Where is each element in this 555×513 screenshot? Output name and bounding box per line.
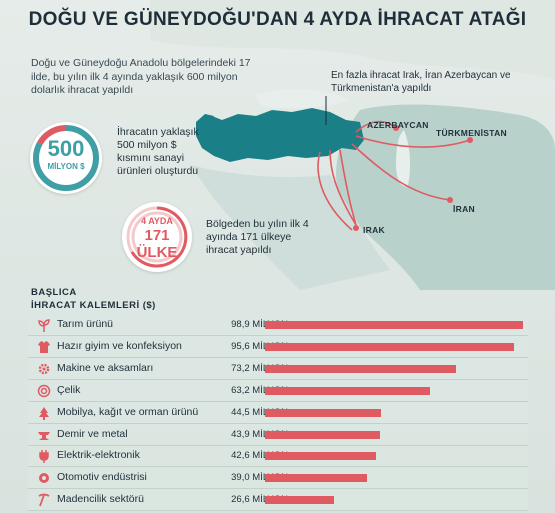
value-label: 95,6 MİLYON [231, 340, 288, 352]
turkey-thrace [196, 114, 214, 124]
row-divider [28, 466, 528, 468]
shirt-icon [37, 340, 51, 354]
badge-171: 4 AYDA 171 ÜLKE [122, 202, 192, 272]
category-label: Demir ve metal [57, 427, 128, 440]
arrow-dots [353, 125, 473, 231]
caspian-sea [396, 130, 411, 187]
badge-171-text: Bölgeden bu yılın ilk 4 ayında 171 ülkey… [206, 218, 309, 256]
gear-icon [37, 362, 51, 376]
chart-row: Madencilik sektörü 26,6 MİLYON [28, 489, 528, 512]
label-turkmenistan: TÜRKMENİSTAN [436, 128, 507, 138]
row-divider [28, 510, 528, 512]
anvil-icon [37, 428, 51, 442]
dot-turkmenistan [467, 137, 473, 143]
label-azerbaycan: AZERBAYCAN [367, 120, 429, 130]
category-label: Madencilik sektörü [57, 493, 144, 506]
dot-azerbaycan [393, 125, 399, 131]
dot-iran [447, 197, 453, 203]
page-title: DOĞU VE GÜNEYDOĞU'DAN 4 AYDA İHRACAT ATA… [28, 9, 527, 30]
car-gear-icon [37, 471, 51, 485]
category-label: Tarım ürünü [57, 318, 114, 330]
pickaxe-icon [37, 493, 51, 507]
bar [265, 364, 456, 373]
value-label: 26,6 MİLYON [231, 494, 288, 506]
land-north [150, 0, 555, 80]
badge-500: 500 MİLYON $ [30, 122, 102, 194]
chart-row: Demir ve metal 43,9 MİLYON [28, 424, 528, 446]
chart-row: Makine ve aksamları 73,2 MİLYON [28, 358, 528, 380]
row-divider [28, 356, 528, 358]
category-label: Makine ve aksamları [57, 361, 154, 374]
arrow-azerbaycan [355, 120, 397, 133]
category-label: Otomotiv endüstrisi [57, 471, 147, 484]
plug-icon [37, 449, 51, 464]
bar [265, 342, 515, 351]
top-callout: En fazla ihracat Irak, İran Azerbaycan v… [331, 70, 511, 94]
bar [265, 386, 430, 395]
value-label: 63,2 MİLYON [231, 384, 288, 396]
chart-row: Tarım ürünü 98,9 MİLYON [28, 314, 528, 336]
badge-500-unit: MİLYON $ [47, 162, 85, 171]
turkey-shape [196, 108, 364, 162]
arrow-iran [351, 143, 451, 201]
row-divider [28, 378, 528, 380]
bar [265, 496, 335, 505]
label-irak: IRAK [363, 225, 385, 235]
arrow-turkmenistan [355, 135, 471, 148]
bar [265, 408, 382, 417]
arrow-irak-3 [317, 151, 353, 231]
value-label: 42,6 MİLYON [231, 450, 288, 462]
steel-coil-icon [37, 384, 51, 398]
row-divider [28, 444, 528, 446]
value-label: 39,0 MİLYON [231, 472, 288, 484]
section-title-line1: BAŞLICA [31, 287, 77, 298]
bar [265, 321, 523, 329]
land-east [336, 104, 555, 290]
value-label: 73,2 MİLYON [231, 362, 288, 374]
row-divider [28, 335, 528, 336]
dot-irak [353, 225, 359, 231]
row-divider [28, 488, 528, 490]
badge-171-ring [126, 206, 188, 268]
category-label: Çelik [57, 383, 81, 396]
category-label: Elektrik-elektronik [57, 449, 140, 462]
tree-icon [37, 406, 51, 420]
badge-171-value: 171 ÜLKE [136, 227, 178, 261]
badge-171-top: 4 AYDA [141, 216, 173, 226]
chart-row: Hazır giyim ve konfeksiyon 95,6 MİLYON [28, 336, 528, 358]
export-arrows [317, 120, 471, 231]
section-title-line2: İHRACAT KALEMLERİ ($) [31, 300, 156, 311]
row-divider [28, 400, 528, 402]
badge-500-ring [33, 125, 99, 191]
region-map [150, 0, 555, 290]
chart-row: Elektrik-elektronik 42,6 MİLYON [28, 445, 528, 468]
badge-500-text: İhracatın yaklaşık 500 milyon $ kısmını … [117, 126, 199, 177]
label-iran: İRAN [453, 204, 475, 214]
chart-row: Mobilya, kağıt ve orman ürünü 44,5 MİLYON [28, 402, 528, 424]
arrow-irak-2 [329, 149, 357, 226]
arrow-irak [339, 149, 357, 226]
row-divider [28, 422, 528, 424]
badge-500-value: 500 [47, 136, 85, 161]
section-title: BAŞLICA İHRACAT KALEMLERİ ($) [31, 286, 156, 312]
value-label: 98,9 MİLYON [231, 319, 288, 330]
export-items-chart: Tarım ürünü 98,9 MİLYON Hazır giyim ve kon… [28, 314, 528, 512]
bar [265, 474, 367, 483]
chart-row: Otomotiv endüstrisi 39,0 MİLYON [28, 467, 528, 490]
plant-icon [37, 318, 51, 332]
value-label: 43,9 MİLYON [231, 428, 288, 440]
category-label: Mobilya, kağıt ve orman ürünü [57, 405, 199, 418]
bar [265, 430, 380, 439]
value-label: 44,5 MİLYON [231, 406, 288, 418]
bar [265, 452, 377, 461]
intro-text: Doğu ve Güneydoğu Anadolu bölgelerindeki… [31, 57, 251, 96]
chart-row: Çelik 63,2 MİLYON [28, 380, 528, 402]
category-label: Hazır giyim ve konfeksiyon [57, 339, 182, 352]
